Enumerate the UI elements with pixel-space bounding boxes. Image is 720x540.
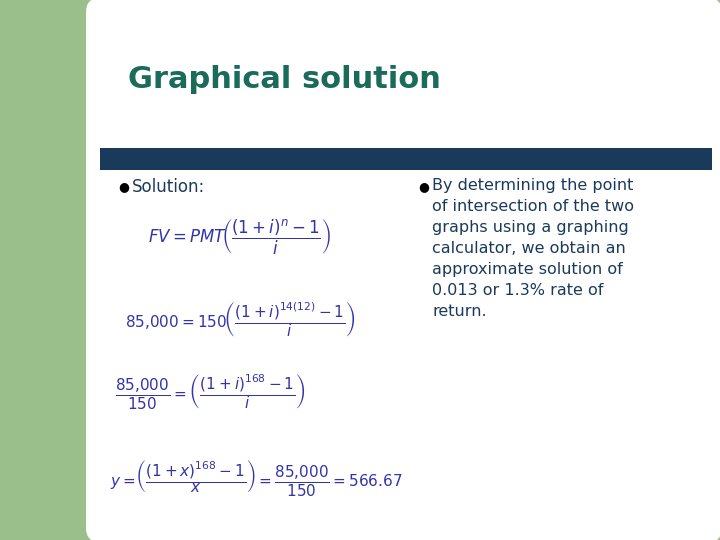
- Text: ●: ●: [418, 180, 429, 193]
- Bar: [100, 148, 712, 170]
- FancyBboxPatch shape: [86, 0, 720, 540]
- Text: $\mathit{FV} = \mathit{PMT}\!\left(\dfrac{(1+i)^{n}-1}{i}\right)$: $\mathit{FV} = \mathit{PMT}\!\left(\dfra…: [148, 218, 330, 257]
- Text: $\dfrac{85{,}000}{150} = \left(\dfrac{(1+i)^{168}-1}{i}\right)$: $\dfrac{85{,}000}{150} = \left(\dfrac{(1…: [115, 372, 305, 411]
- Text: $y = \!\left(\dfrac{(1+x)^{168}-1}{x}\right) = \dfrac{85{,}000}{150} = 566.67$: $y = \!\left(\dfrac{(1+x)^{168}-1}{x}\ri…: [110, 458, 402, 498]
- Text: $85{,}000 = 150\!\left(\dfrac{(1+i)^{14(12)}-1}{i}\right)$: $85{,}000 = 150\!\left(\dfrac{(1+i)^{14(…: [125, 300, 356, 339]
- Text: By determining the point
of intersection of the two
graphs using a graphing
calc: By determining the point of intersection…: [432, 178, 634, 319]
- Text: Solution:: Solution:: [132, 178, 205, 196]
- Text: Graphical solution: Graphical solution: [128, 65, 441, 94]
- Text: ●: ●: [118, 180, 129, 193]
